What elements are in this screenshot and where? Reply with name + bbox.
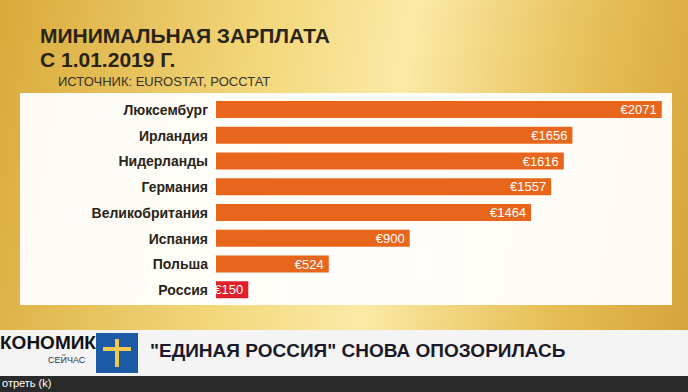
svg-text:Нидерланды: Нидерланды — [118, 153, 208, 169]
svg-text:Германия: Германия — [141, 179, 208, 195]
svg-text:€900: €900 — [376, 231, 405, 246]
html-text:"ЕДИНАЯ РОССИЯ" СНОВА ОПОЗОРИЛ: "ЕДИНАЯ РОССИЯ" СНОВА ОПОЗОРИЛАСЬ — [150, 340, 566, 361]
svg-text:€2071: €2071 — [621, 102, 657, 117]
svg-text:€1616: €1616 — [523, 154, 559, 169]
html-text:СЕЙЧАС: СЕЙЧАС — [48, 355, 86, 365]
svg-text:€1464: €1464 — [490, 205, 526, 220]
svg-text:Люксембург: Люксембург — [123, 102, 208, 118]
svg-text:Ирландия: Ирландия — [139, 128, 208, 144]
html-text:МИНИМАЛЬНАЯ ЗАРПЛАТА С 1.01.20: МИНИМАЛЬНАЯ ЗАРПЛАТА С 1.01.2019 Г. — [40, 24, 330, 71]
svg-text:Испания: Испания — [149, 231, 208, 247]
html-text:ИСТОЧНИК: EUROSTAT, РОССТАТ: ИСТОЧНИК: EUROSTAT, РОССТАТ — [58, 74, 271, 89]
svg-text:Россия: Россия — [158, 282, 208, 298]
svg-text:Польша: Польша — [153, 256, 208, 272]
svg-text:€150: €150 — [214, 282, 243, 297]
svg-text:Великобритания: Великобритания — [92, 205, 208, 221]
html-text:отреть (k): отреть (k) — [2, 377, 52, 389]
svg-text:€1557: €1557 — [510, 179, 546, 194]
html-text:КОНОМИКА: КОНОМИКА — [0, 332, 110, 353]
svg-text:€1656: €1656 — [531, 128, 567, 143]
svg-text:€524: €524 — [295, 257, 324, 272]
